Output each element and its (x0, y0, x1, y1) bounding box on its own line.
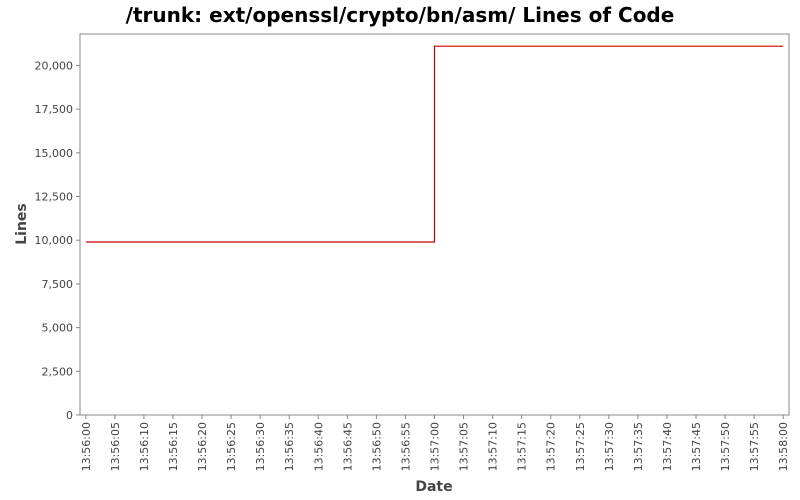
x-tick-label: 13:56:00 (80, 422, 93, 471)
x-tick-label: 13:56:05 (109, 422, 122, 471)
x-tick-label: 13:56:25 (225, 422, 238, 471)
x-tick-label: 13:56:50 (370, 422, 383, 471)
y-tick-label: 17,500 (35, 103, 74, 116)
x-tick-label: 13:57:50 (719, 422, 732, 471)
x-tick-label: 13:56:10 (138, 422, 151, 471)
y-tick-label: 10,000 (35, 234, 74, 247)
y-axis-label: Lines (14, 203, 30, 245)
x-tick-label: 13:56:40 (312, 422, 325, 471)
x-tick-label: 13:57:35 (632, 422, 645, 471)
series-layer (85, 45, 784, 243)
x-axis-label: Date (415, 479, 452, 495)
x-tick-label: 13:57:55 (748, 422, 761, 471)
x-tick-label: 13:56:20 (196, 422, 209, 471)
chart-title: /trunk: ext/openssl/crypto/bn/asm/ Lines… (126, 3, 675, 27)
y-tick-label: 15,000 (35, 147, 74, 160)
x-tick-label: 13:56:55 (399, 422, 412, 471)
x-tick-label: 13:57:30 (603, 422, 616, 471)
x-tick-label: 13:58:00 (777, 422, 790, 471)
y-tick-label: 5,000 (42, 322, 74, 335)
y-tick-label: 12,500 (35, 191, 74, 204)
x-tick-label: 13:57:20 (545, 422, 558, 471)
y-axis: 0 2,500 5,000 7,500 10,000 12,500 15,000 17,500… (35, 59, 80, 422)
x-tick-label: 13:56:15 (167, 422, 180, 471)
x-tick-label: 13:57:10 (487, 422, 500, 471)
y-tick-label: 20,000 (35, 59, 74, 72)
x-tick-label: 13:57:15 (516, 422, 529, 471)
x-tick-label: 13:57:40 (661, 422, 674, 471)
y-tick-label: 2,500 (42, 365, 74, 378)
x-axis: 13:56:00 13:56:05 13:56:10 13:56:15 13:56:20… (80, 415, 790, 471)
x-tick-label: 13:57:05 (458, 422, 471, 471)
x-tick-label: 13:56:35 (283, 422, 296, 471)
x-tick-label: 13:56:30 (254, 422, 267, 471)
x-tick-label: 13:57:25 (574, 422, 587, 471)
x-tick-label: 13:56:45 (341, 422, 354, 471)
y-tick-label: 0 (66, 409, 73, 422)
y-tick-label: 7,500 (42, 278, 74, 291)
x-tick-label: 13:57:00 (429, 422, 442, 471)
series-line (85, 45, 784, 243)
x-tick-label: 13:57:45 (690, 422, 703, 471)
